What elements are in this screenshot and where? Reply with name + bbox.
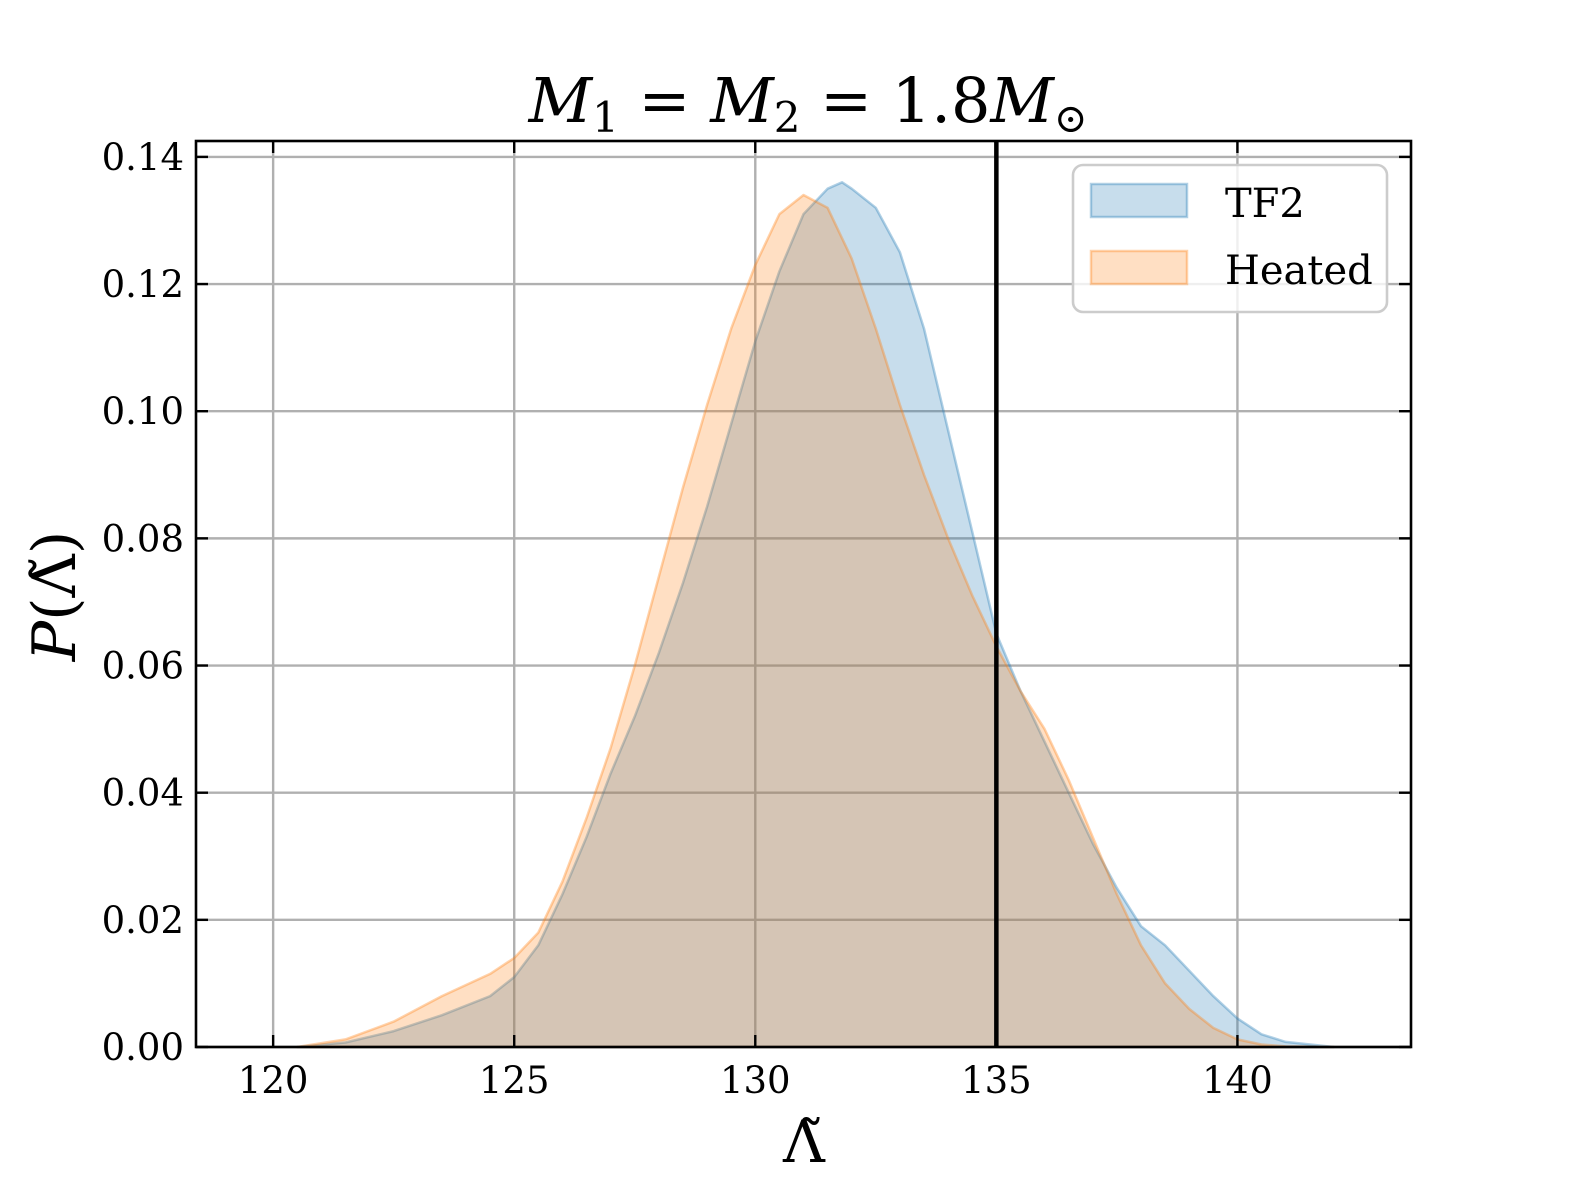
y-axis-label: P(Λ̃) [20,531,90,663]
legend-box [1071,163,1389,314]
y-tick-label-0.00: 0.00 [102,1026,184,1069]
title-sub2: 2 [774,93,801,142]
x-tick-label-135: 135 [961,1059,1032,1102]
title-eq1: = [619,64,710,137]
x-tick-label-140: 140 [1202,1059,1273,1102]
legend-label-tf2: TF2 [1225,181,1305,227]
y-label-open: ( [20,597,90,620]
y-label-func: P [20,619,90,662]
series-area-tf2 [295,181,1336,1049]
y-tick-label-0.04: 0.04 [102,772,184,815]
plot-frame [194,139,1413,1049]
legend: TF2 Heated [1071,163,1389,314]
axes-layer [194,139,1413,1049]
series-layer [295,181,1336,1049]
title-m2: M [709,64,775,137]
x-axis-label: Λ̃ [782,1108,826,1176]
y-tick-label-0.08: 0.08 [102,517,184,560]
chart-title: M1 = M2 = 1.8M⊙ [528,64,1088,142]
legend-swatch-tf2 [1089,182,1189,219]
x-tick-label-120: 120 [238,1059,309,1102]
x-tick-label-130: 130 [720,1059,791,1102]
y-label-var: Λ̃ [20,553,90,598]
title-sun-symbol: ⊙ [1054,96,1088,142]
y-tick-label-0.06: 0.06 [102,645,184,688]
title-eq2: = 1.8 [800,64,990,137]
y-tick-label-0.02: 0.02 [102,899,184,942]
title-msun: M [989,64,1055,137]
series-area-heated [295,193,1336,1049]
y-tick-label-0.14: 0.14 [102,136,184,179]
title-m1: M [528,64,594,137]
x-tick-label-125: 125 [479,1059,550,1102]
legend-swatch-heated [1089,249,1189,286]
legend-label-heated: Heated [1225,248,1373,294]
y-tick-label-0.10: 0.10 [102,390,184,433]
title-sub1: 1 [592,93,619,142]
y-tick-label-0.12: 0.12 [102,263,184,306]
y-label-close: ) [20,531,90,554]
tick-label-layer: 120 125 130 135 140 0.00 0.02 0.04 0.06 0.08 0.10 0… [102,136,1273,1102]
